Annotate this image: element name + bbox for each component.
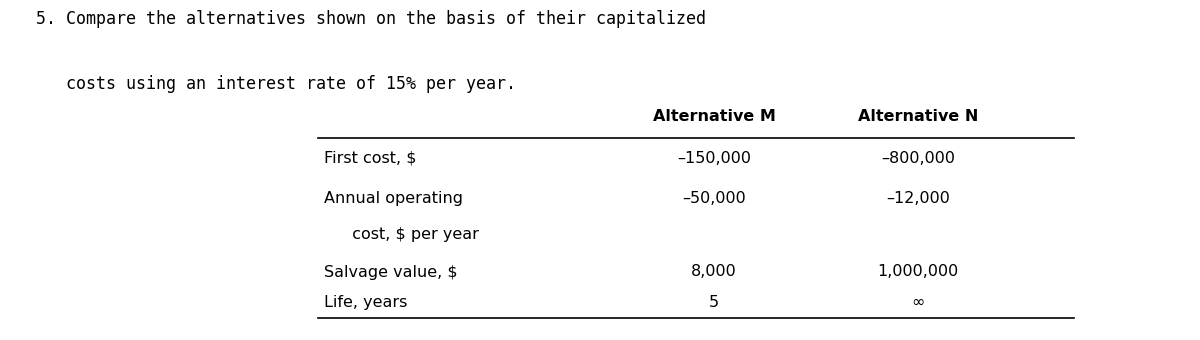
Text: 1,000,000: 1,000,000 (877, 265, 959, 279)
Text: ∞: ∞ (911, 295, 925, 310)
Text: cost, $ per year: cost, $ per year (342, 227, 479, 242)
Text: First cost, $: First cost, $ (324, 151, 416, 166)
Text: Alternative M: Alternative M (653, 109, 775, 124)
Text: 5. Compare the alternatives shown on the basis of their capitalized: 5. Compare the alternatives shown on the… (36, 10, 706, 28)
Text: costs using an interest rate of 15% per year.: costs using an interest rate of 15% per … (36, 75, 516, 93)
Text: Life, years: Life, years (324, 295, 407, 310)
Text: –50,000: –50,000 (682, 191, 746, 206)
Text: –800,000: –800,000 (881, 151, 955, 166)
Text: Annual operating: Annual operating (324, 191, 463, 206)
Text: Salvage value, $: Salvage value, $ (324, 265, 457, 279)
Text: –150,000: –150,000 (677, 151, 751, 166)
Text: 8,000: 8,000 (691, 265, 737, 279)
Text: –12,000: –12,000 (886, 191, 950, 206)
Text: Alternative N: Alternative N (858, 109, 978, 124)
Text: 5: 5 (709, 295, 719, 310)
